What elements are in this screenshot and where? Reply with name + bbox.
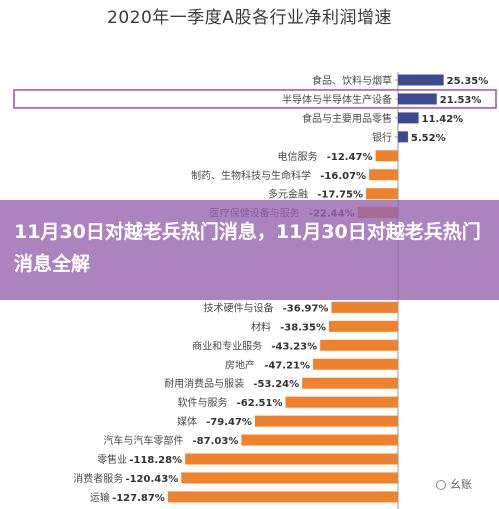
bar	[398, 112, 419, 124]
bar	[331, 301, 398, 313]
headline-text[interactable]: 11月30日对越老兵热门消息，11月30日对越老兵热门消息全解	[14, 221, 481, 275]
bar	[398, 74, 444, 86]
bar	[167, 491, 398, 503]
value-label: -36.97%	[283, 303, 329, 314]
bar	[375, 150, 398, 162]
bar	[181, 472, 398, 484]
headline-banner	[0, 200, 499, 300]
bar	[320, 339, 398, 351]
bar	[313, 358, 398, 370]
bar	[254, 415, 398, 427]
value-label: -120.43%	[125, 474, 178, 485]
value-label: -38.35%	[280, 322, 326, 333]
bar	[185, 453, 398, 465]
value-label: 11.42%	[422, 114, 464, 125]
value-label: -118.28%	[129, 455, 182, 466]
category-label: 银行	[372, 131, 392, 144]
category-label: 消费者服务	[73, 472, 123, 485]
value-label: 5.52%	[411, 133, 446, 144]
value-label: -17.75%	[317, 190, 363, 201]
watermark-text: 幺账	[450, 478, 472, 491]
category-label: 耐用消费品与服装	[164, 377, 244, 390]
category-label: 制药、生物科技与生命科学	[191, 169, 311, 182]
bar	[369, 169, 398, 181]
category-label: 食品、饮料与烟草	[312, 74, 392, 87]
category-label: 电信服务	[278, 150, 318, 163]
value-label: -53.24%	[253, 379, 299, 390]
bar	[398, 131, 408, 143]
value-label: 25.35%	[447, 76, 489, 87]
category-label: 材料	[251, 320, 271, 333]
watermark-icon	[436, 480, 446, 490]
category-label: 房地产	[225, 358, 255, 371]
bar	[328, 320, 398, 332]
value-label: -16.07%	[320, 171, 366, 182]
value-label: -62.51%	[237, 398, 283, 409]
category-label: 运输	[90, 491, 110, 504]
value-label: -47.21%	[264, 360, 310, 371]
category-label: 多元金融	[268, 188, 308, 201]
category-label: 食品与主要用品零售	[302, 112, 392, 125]
value-label: -43.23%	[271, 341, 317, 352]
category-label: 技术硬件与设备	[203, 301, 273, 314]
category-label: 软件与服务	[177, 396, 227, 409]
highlight-box	[13, 89, 497, 109]
value-label: -127.87%	[112, 493, 165, 504]
watermark: 幺账	[417, 475, 491, 495]
value-label: -12.47%	[327, 152, 373, 163]
category-label: 零售业	[97, 453, 127, 466]
bar	[366, 188, 398, 200]
chart-title: 2020年一季度A股各行业净利润增速	[107, 8, 392, 28]
value-label: -79.47%	[206, 417, 252, 428]
bar	[398, 93, 437, 105]
category-label: 汽车与汽车零部件	[103, 434, 183, 447]
bar	[285, 396, 398, 408]
value-label: 21.53%	[440, 95, 482, 106]
category-label: 媒体	[177, 416, 197, 428]
bar	[241, 434, 398, 446]
bar	[302, 377, 398, 389]
category-label: 商业和专业服务	[192, 339, 262, 352]
value-label: -87.03%	[193, 436, 239, 447]
category-label: 半导体与半导体生产设备	[282, 93, 392, 106]
